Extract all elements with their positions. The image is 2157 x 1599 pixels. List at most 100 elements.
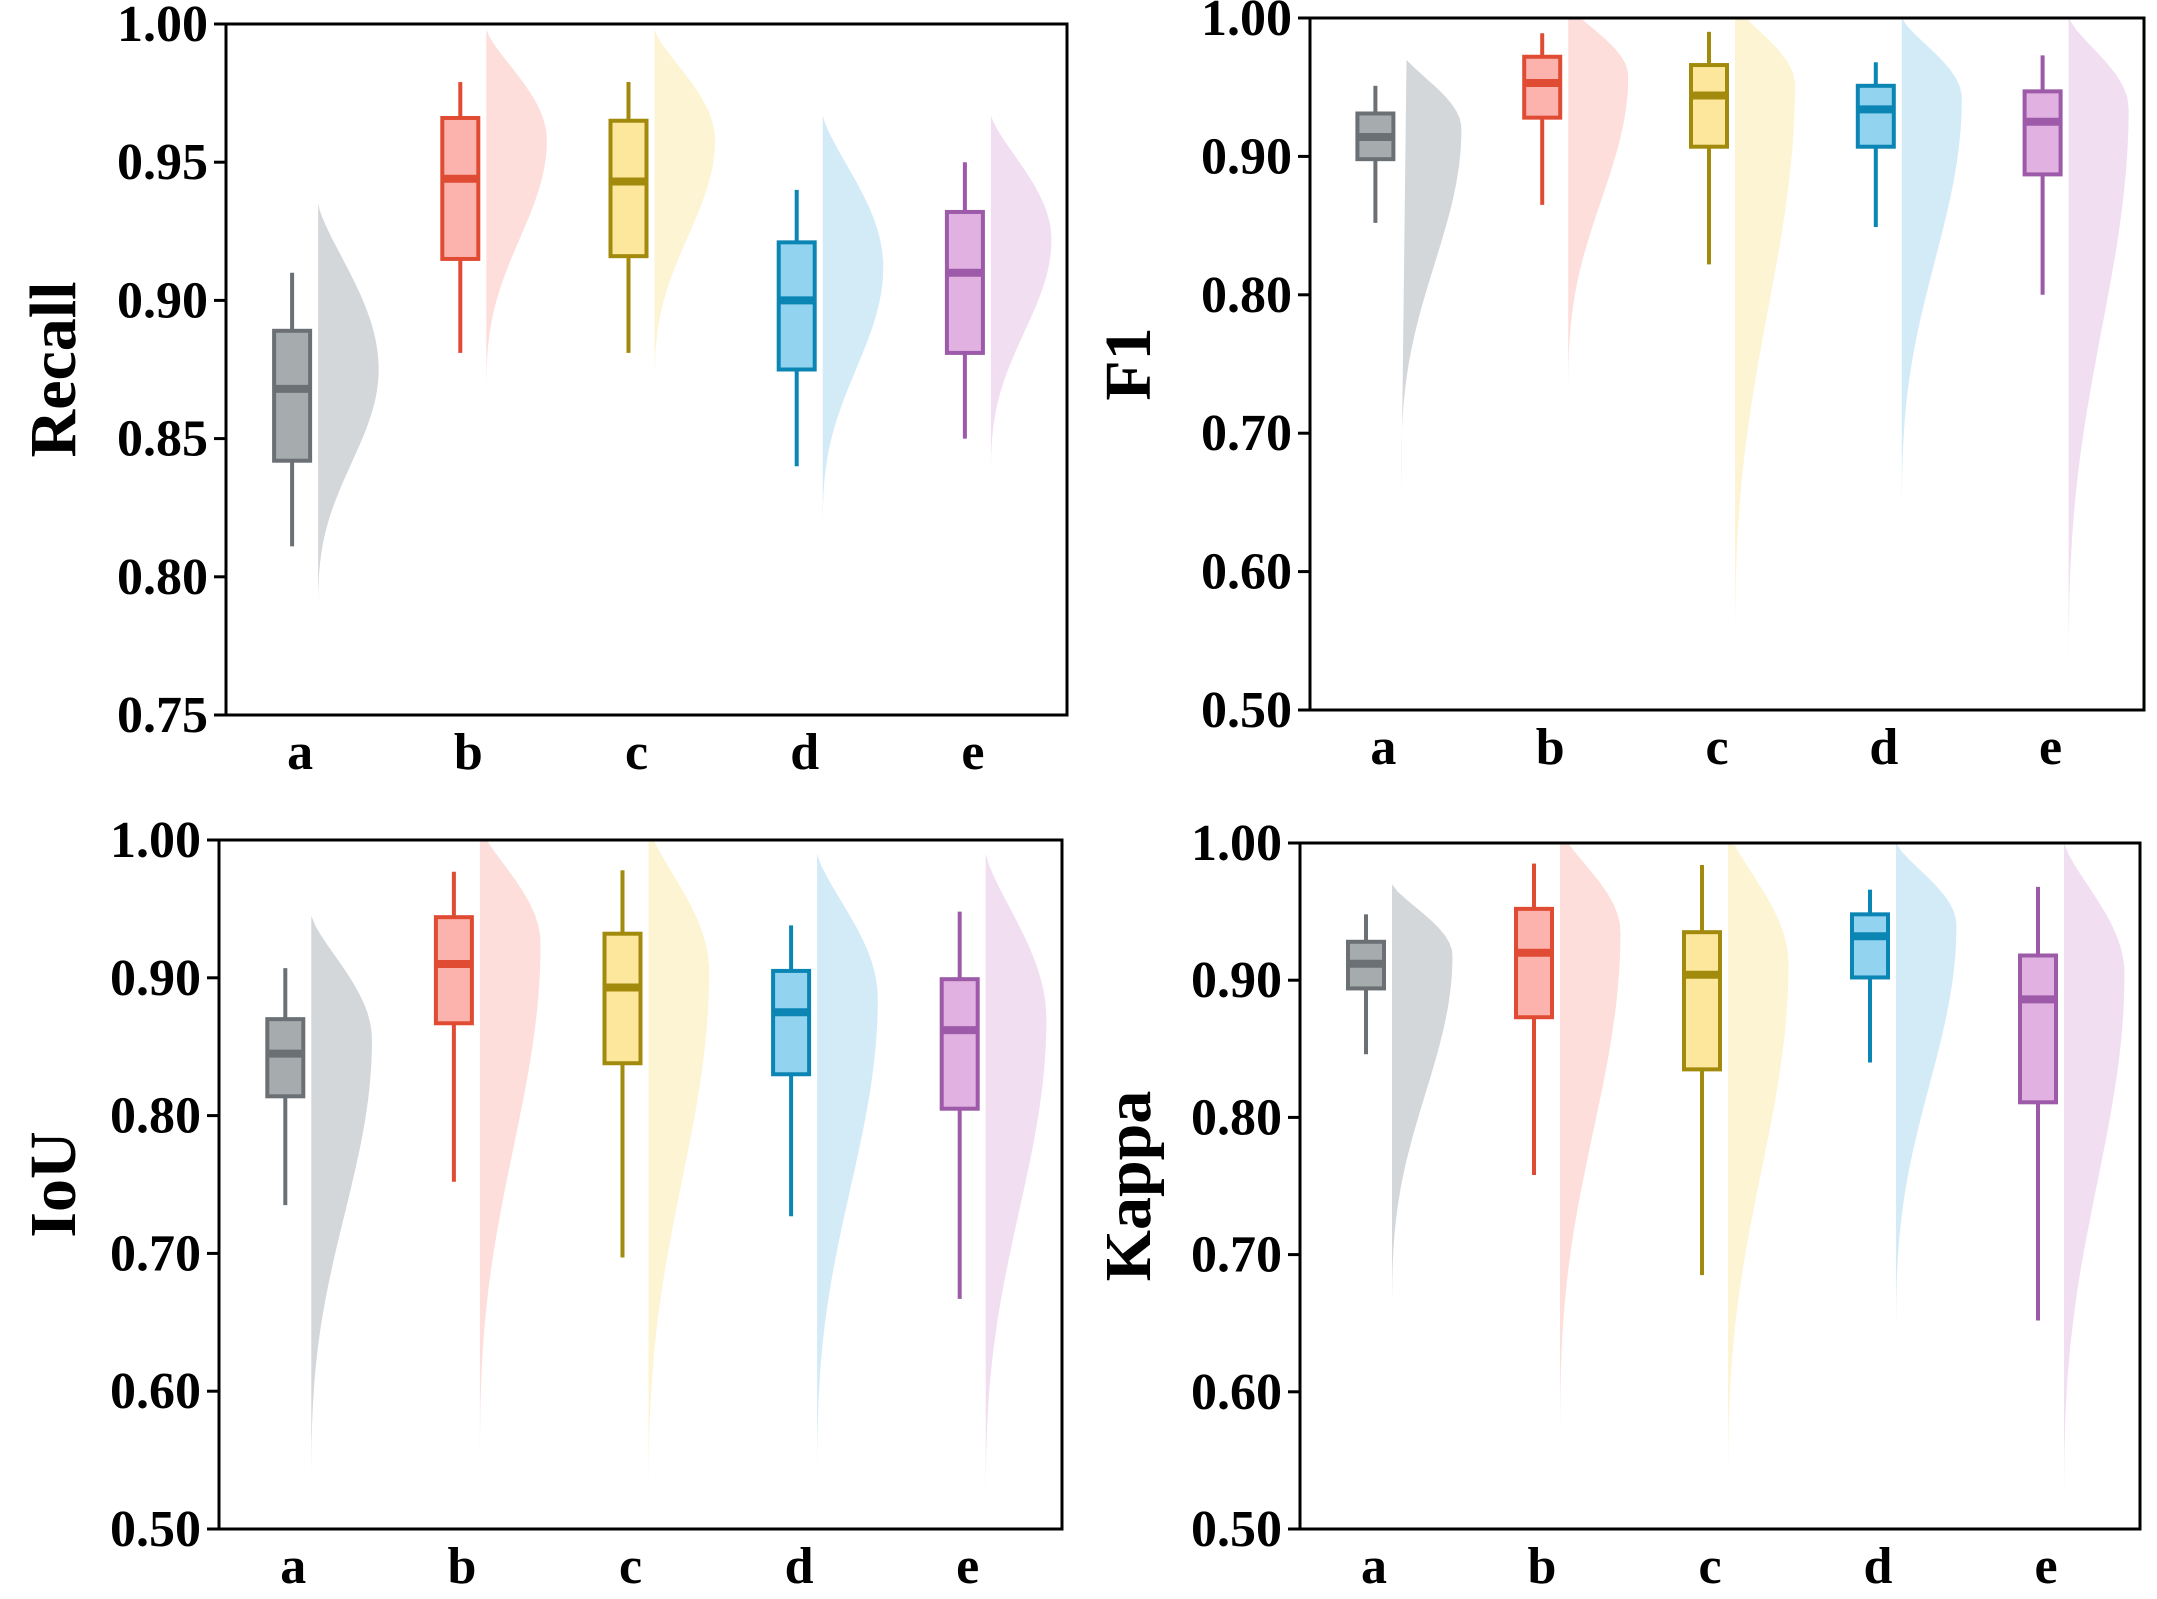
plot-frame <box>1298 841 2142 1531</box>
y-tick-label: 0.75 <box>117 687 208 744</box>
x-tick-label-c: c <box>619 1538 642 1595</box>
x-tick-label-b: b <box>1528 1538 1557 1595</box>
x-tick-label-e: e <box>956 1538 979 1595</box>
x-tick-label-d: d <box>1869 719 1898 776</box>
x-tick-label-b: b <box>1536 719 1565 776</box>
y-tick-label: 1.00 <box>1201 0 1292 47</box>
cloud-b <box>1560 843 1621 1461</box>
series-c <box>602 840 710 1529</box>
y-tick-label: 0.90 <box>1191 952 1282 1009</box>
y-tick-label: 0.80 <box>1191 1089 1282 1146</box>
chart-panel-f1: a b c d e 0.50 0.60 0.70 0.80 0.90 1.00 F1 <box>1092 0 2146 776</box>
series-e <box>939 853 1047 1529</box>
y-tick-label: 0.50 <box>1201 682 1292 739</box>
box-d <box>776 240 817 372</box>
x-tick-label-c: c <box>1705 719 1728 776</box>
box-b <box>1522 54 1563 120</box>
box-d <box>1855 83 1896 149</box>
series-b <box>1514 843 1621 1461</box>
x-tick-label-a: a <box>280 1538 306 1595</box>
y-tick-label: 0.50 <box>110 1501 201 1558</box>
series-e <box>2018 843 2125 1529</box>
cloud-a <box>1392 884 1453 1324</box>
plot-frame <box>224 22 1069 717</box>
series-c <box>1689 18 1795 683</box>
y-tick-label: 0.95 <box>117 134 208 191</box>
cloud-d <box>822 115 884 539</box>
cloud-a <box>1401 59 1462 489</box>
cloud-e <box>2068 18 2129 697</box>
series-a <box>1346 884 1453 1324</box>
box-d <box>1850 912 1890 980</box>
y-axis-title: IoU <box>17 1131 90 1237</box>
x-tick-label-e: e <box>2034 1538 2057 1595</box>
x-tick-label-b: b <box>447 1538 476 1595</box>
cloud-e <box>2064 843 2125 1529</box>
series-e <box>944 115 1052 486</box>
series-e <box>2022 18 2129 697</box>
y-tick-label: 0.70 <box>1191 1227 1282 1284</box>
x-tick-label-b: b <box>454 724 483 781</box>
box-b <box>440 115 481 261</box>
cloud-c <box>654 29 716 398</box>
x-tick-label-c: c <box>625 724 648 781</box>
y-tick-label: 0.60 <box>1191 1364 1282 1421</box>
series-c <box>1682 843 1789 1516</box>
box-a <box>272 328 313 463</box>
box-c <box>608 118 649 259</box>
cloud-d <box>1901 18 1962 531</box>
series-a <box>265 915 372 1502</box>
x-tick-label-d: d <box>1864 1538 1893 1595</box>
cloud-d <box>1896 843 1957 1351</box>
box-e <box>944 209 985 355</box>
chart-panel-recall: a b c d e 0.75 0.80 0.85 0.90 0.95 1.00 Recall <box>17 0 1069 781</box>
cloud-c <box>1728 843 1789 1516</box>
box-b <box>433 915 474 1026</box>
series-d <box>1850 843 1957 1351</box>
box-e <box>2018 953 2058 1105</box>
y-tick-label: 1.00 <box>1191 815 1282 872</box>
y-tick-label: 0.90 <box>117 272 208 329</box>
plot-frame <box>217 838 1064 1531</box>
series-d <box>771 853 878 1502</box>
y-tick-label: 1.00 <box>110 812 201 869</box>
series-b <box>440 29 547 403</box>
cloud-b <box>479 840 541 1488</box>
series-d <box>776 115 884 539</box>
cloud-a <box>318 203 379 619</box>
cloud-c <box>648 840 710 1529</box>
x-tick-label-c: c <box>1698 1538 1721 1595</box>
y-tick-label: 0.70 <box>1201 405 1292 462</box>
x-tick-label-e: e <box>961 724 984 781</box>
series-b <box>1522 18 1629 406</box>
chart-panel-kappa: a b c d e 0.50 0.60 0.70 0.80 0.90 1.00 Kappa <box>1092 815 2142 1595</box>
box-b <box>1514 906 1554 1020</box>
y-tick-label: 0.80 <box>110 1088 201 1145</box>
series-a <box>1355 59 1462 489</box>
box-c <box>602 931 643 1066</box>
y-tick-label: 0.90 <box>1201 128 1292 185</box>
cloud-b <box>486 29 547 403</box>
cloud-e <box>985 853 1047 1529</box>
box-c <box>1689 63 1729 149</box>
x-tick-label-a: a <box>1370 719 1396 776</box>
y-axis-title: Recall <box>17 282 90 458</box>
y-tick-label: 0.90 <box>110 950 201 1007</box>
cloud-b <box>1568 18 1629 406</box>
y-tick-label: 0.60 <box>110 1363 201 1420</box>
plot-frame <box>1308 16 2146 712</box>
box-c <box>1682 930 1722 1072</box>
y-tick-label: 0.80 <box>1201 267 1292 324</box>
series-c <box>608 29 716 398</box>
x-tick-label-a: a <box>1361 1538 1387 1595</box>
chart-panel-iou: a b c d e 0.50 0.60 0.70 0.80 0.90 1.00 IoU <box>17 812 1064 1595</box>
series-d <box>1855 18 1962 531</box>
y-axis-title: Kappa <box>1092 1091 1165 1282</box>
cloud-c <box>1735 18 1795 683</box>
box-e <box>2022 89 2063 177</box>
box-a <box>265 1017 306 1099</box>
cloud-d <box>817 853 878 1502</box>
y-tick-label: 0.85 <box>117 411 208 468</box>
series-a <box>272 203 379 619</box>
